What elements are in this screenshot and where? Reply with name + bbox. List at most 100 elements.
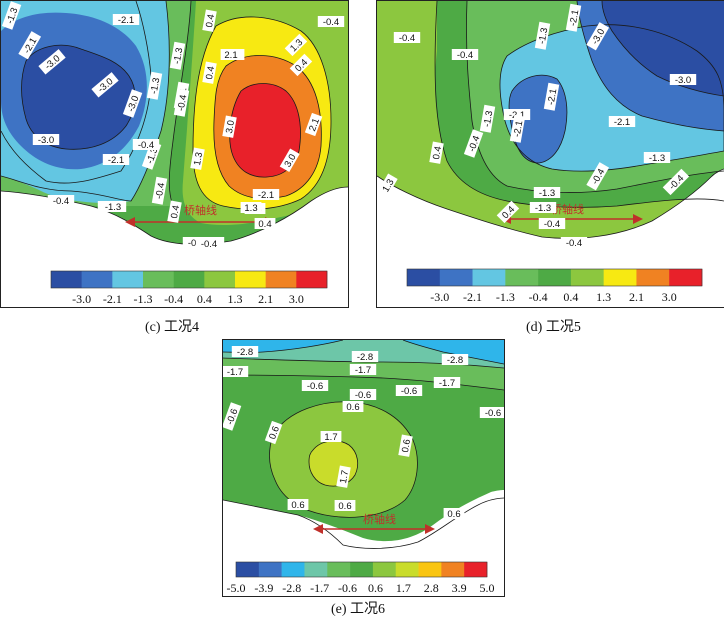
contour-label: -0.4: [393, 32, 421, 44]
contour-label: -1.3: [99, 201, 127, 213]
colorbar-tick-label: 2.8: [424, 581, 439, 595]
contour-label: 0.6: [342, 401, 364, 413]
svg-text:-0.6: -0.6: [225, 407, 241, 426]
svg-text:-2.1: -2.1: [258, 190, 274, 201]
contour-label: -2.1: [565, 3, 582, 32]
contour-label: 1.7: [336, 465, 351, 488]
svg-text:-1.3: -1.3: [482, 110, 496, 128]
contour-label: -0.4: [317, 16, 345, 28]
colorbar-tick-label: -2.8: [282, 581, 301, 595]
svg-text:-0.4: -0.4: [467, 134, 483, 153]
colorbar-tick-label: -5.0: [227, 581, 246, 595]
colorbar-swatch: [281, 562, 305, 577]
svg-text:-1.3: -1.3: [105, 202, 121, 213]
contour-label: -0.6: [349, 389, 377, 401]
colorbar-swatch: [505, 269, 539, 286]
contour-map-d: 桥轴线 -0.4 -1.3 -2.1 -3.0 -2.1 -3.0 -0.4 -2.1 -2.1…: [377, 1, 724, 307]
svg-text:1.3: 1.3: [192, 151, 205, 166]
svg-text:-0.4: -0.4: [53, 196, 69, 207]
svg-text:0.4: 0.4: [258, 219, 271, 230]
contour-label: -1.3: [479, 104, 496, 133]
contour-label: 0.6: [443, 508, 465, 520]
colorbar-tick-label: -0.4: [529, 290, 548, 304]
colorbar-tick-label: -3.0: [72, 292, 91, 306]
colorbar-swatch: [441, 562, 465, 577]
svg-text:0.6: 0.6: [338, 501, 351, 512]
contour-label: 1.3: [190, 147, 205, 170]
contour-map-e: 桥轴线 -2.8 -2.8 -2.8 -1.7 -1.7 -1.7 -0.6 -0.6 -0.6…: [223, 340, 504, 596]
colorbar-swatch: [464, 562, 488, 577]
svg-text:-2.1: -2.1: [108, 155, 124, 166]
colorbar-swatch: [372, 562, 397, 577]
contour-label: -3.0: [32, 134, 60, 146]
svg-text:-1.3: -1.3: [172, 47, 186, 65]
colorbar-tick-label: 0.4: [197, 292, 212, 306]
colorbar-swatch: [304, 562, 328, 577]
colorbar-swatch: [112, 271, 144, 288]
contour-label: 1.7: [320, 431, 342, 443]
colorbar-tick-label: 0.4: [563, 290, 578, 304]
svg-text:-1.3: -1.3: [149, 77, 163, 95]
colorbar-tick-label: 5.0: [480, 581, 495, 595]
svg-text:-2.1: -2.1: [546, 88, 560, 106]
field-3.0-c: [229, 83, 301, 178]
svg-text:0.4: 0.4: [169, 204, 182, 219]
contour-label: -2.8: [441, 354, 469, 366]
svg-text:-0.4: -0.4: [457, 50, 473, 61]
contour-label: -2.1: [102, 154, 130, 166]
svg-text:-1.3: -1.3: [145, 146, 161, 165]
contour-label: 0.4: [254, 218, 276, 230]
contour-map-c: 桥轴线 -1.3-2.1-2.1-3.0-3.0-3.0-3.0-2.1-1.3…: [1, 1, 348, 307]
contour-label: -1.3: [1, 1, 22, 30]
svg-text:-1.7: -1.7: [227, 367, 243, 378]
svg-text:0.6: 0.6: [267, 425, 282, 441]
svg-text:0.6: 0.6: [447, 509, 460, 520]
contour-label: 0.4: [167, 200, 182, 223]
colorbar-swatch: [81, 271, 113, 288]
svg-text:-1.3: -1.3: [535, 203, 551, 214]
contour-label: -3.0: [669, 74, 697, 86]
contour-label: -2.8: [231, 346, 259, 358]
contour-label: -1.3: [169, 41, 186, 70]
colorbar-swatch: [669, 269, 703, 286]
contour-label: -1.7: [223, 366, 249, 378]
contour-panel-e: 桥轴线 -2.8 -2.8 -2.8 -1.7 -1.7 -1.7 -0.6 -0.6 -0.6…: [222, 339, 505, 597]
svg-text:-0.6: -0.6: [307, 381, 323, 392]
svg-text:-1.3: -1.3: [649, 153, 665, 164]
contour-label: -0.4: [463, 129, 484, 158]
field-minus3.0-c: [21, 45, 136, 150]
svg-text:-2.1: -2.1: [512, 120, 526, 138]
contour-panel-c: 桥轴线 -1.3 -2.1 -2.1 -3.0 -3.0 -3.0 -3.0 -2.1 -1.3…: [0, 0, 349, 308]
colorbar-tick-label: 3.9: [452, 581, 467, 595]
svg-text:-0.4: -0.4: [399, 33, 415, 44]
svg-text:-1.3: -1.3: [539, 188, 555, 199]
contour-label: 0.6: [287, 499, 309, 511]
contour-label: -1.3: [533, 187, 561, 199]
contour-label: -1.7: [433, 377, 461, 389]
svg-text:-1.7: -1.7: [439, 378, 455, 389]
bridge-axis-label-c: 桥轴线: [184, 203, 217, 217]
svg-text:-2.1: -2.1: [614, 117, 630, 128]
contour-label: 0.4: [429, 141, 444, 164]
svg-text:-2.1: -2.1: [568, 9, 582, 27]
contour-label: -0.6: [301, 380, 329, 392]
svg-text:-0.6: -0.6: [355, 390, 371, 401]
contour-label: 2.1: [220, 49, 242, 61]
colorbar-tick-label: -3.0: [430, 290, 449, 304]
svg-text:-2.1: -2.1: [118, 15, 134, 26]
contour-label: -1.7: [349, 364, 377, 376]
field-minus2.8-e: [403, 340, 504, 364]
field-minus3.0-d: [602, 1, 724, 96]
contour-label: -0.4: [451, 49, 479, 61]
colorbar-tick-label: 2.1: [629, 290, 644, 304]
bridge-axis-label-e: 桥轴线: [363, 512, 396, 526]
svg-text:-2.8: -2.8: [357, 352, 373, 363]
contour-label: -0.4: [47, 195, 75, 207]
contour-label: -0.6: [479, 407, 504, 419]
contour-label: -0.4: [132, 139, 160, 151]
svg-text:-3.0: -3.0: [126, 94, 142, 113]
svg-text:-3.0: -3.0: [38, 135, 54, 146]
colorbar-swatch: [235, 271, 266, 288]
colorbar-swatch: [395, 562, 419, 577]
contour-label: -1.3: [534, 21, 550, 50]
